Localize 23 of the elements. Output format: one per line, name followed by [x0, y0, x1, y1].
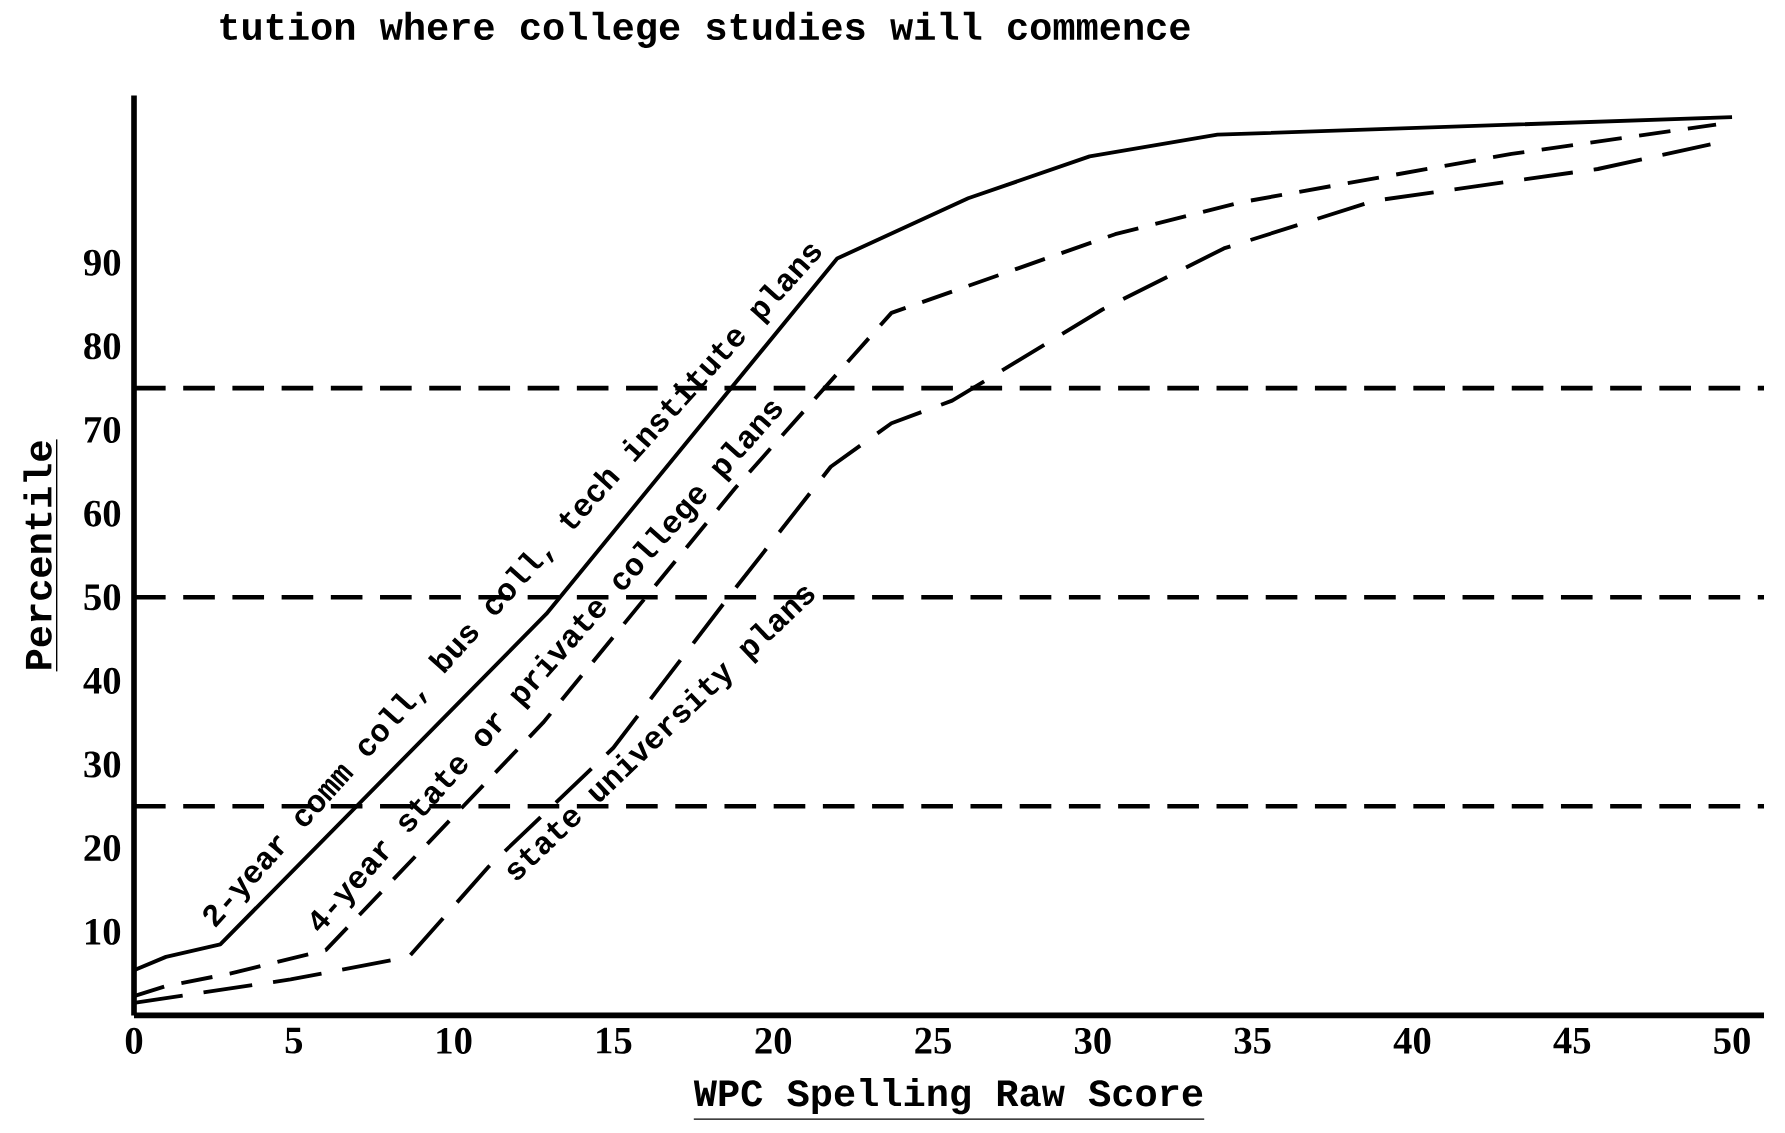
y-tick-label: 20 [84, 835, 121, 862]
x-tick-label: 50 [1714, 1027, 1750, 1054]
x-tick-label: 0 [125, 1027, 143, 1054]
x-tick-label: 30 [1074, 1027, 1111, 1054]
y-tick-label: 90 [83, 249, 121, 276]
y-tick-label: 70 [85, 416, 121, 443]
y-tick-label: 60 [84, 500, 121, 527]
x-tick-label: 40 [1393, 1027, 1431, 1054]
y-tick-label: 40 [83, 667, 121, 694]
x-tick-label: 5 [285, 1027, 303, 1054]
x-tick-label: 10 [437, 1027, 472, 1054]
chart-title: tution where college studies will commence [220, 11, 1190, 48]
x-axis-title: WPC Spelling Raw Score [693, 1078, 1203, 1115]
x-tick-label: 20 [755, 1027, 792, 1054]
x-tick-label: 45 [1553, 1027, 1591, 1054]
y-tick-label: 10 [86, 918, 121, 945]
x-tick-label: 15 [597, 1027, 632, 1054]
x-tick-label: 25 [915, 1027, 951, 1054]
y-tick-label: 30 [84, 751, 121, 778]
y-axis-title: Percentile [23, 441, 52, 669]
x-tick-label: 35 [1234, 1027, 1271, 1054]
y-tick-label: 50 [84, 584, 121, 611]
y-tick-label: 80 [84, 333, 121, 360]
